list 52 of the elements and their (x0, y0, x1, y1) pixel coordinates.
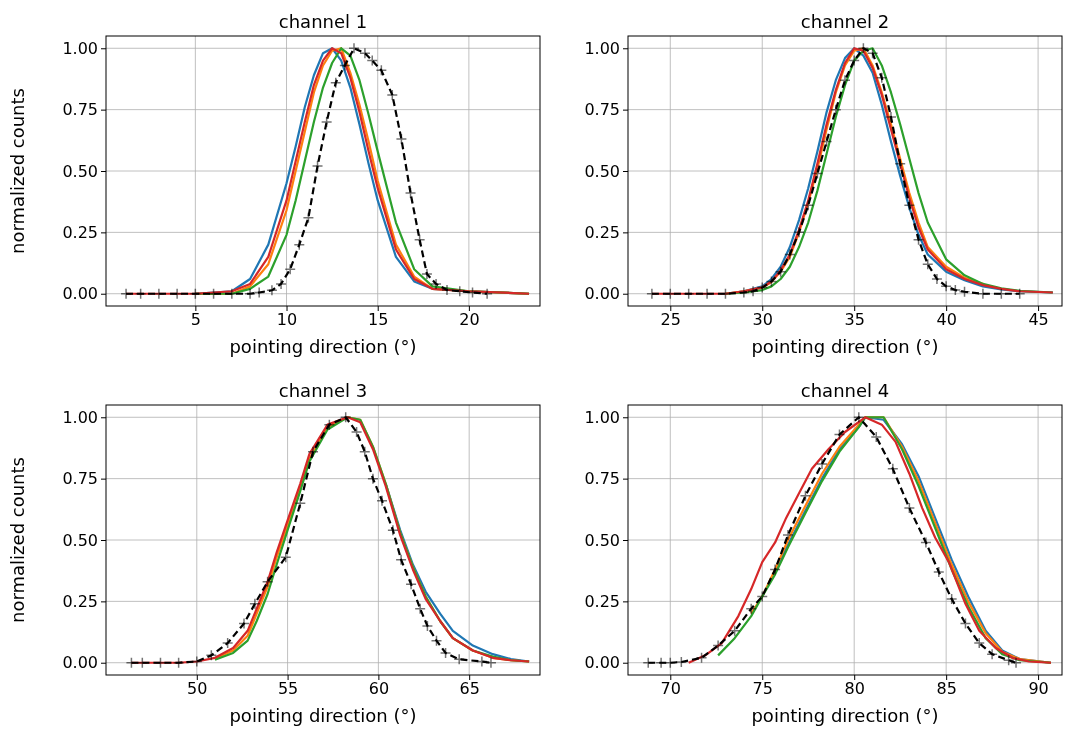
y-tick-label: 0.00 (584, 653, 620, 673)
x-axis-title: pointing direction (°) (751, 336, 939, 357)
x-axis-title: pointing direction (°) (751, 705, 939, 726)
x-tick-label: 90 (1028, 679, 1049, 699)
x-tick-label: 70 (660, 679, 681, 699)
x-tick-label: 25 (660, 310, 681, 330)
chart-title: channel 2 (800, 11, 890, 32)
y-tick-label: 0.75 (62, 469, 98, 489)
x-tick-label: 15 (368, 310, 389, 330)
x-tick-label: 50 (187, 679, 208, 699)
chart-title: channel 3 (278, 380, 368, 401)
y-tick-label: 1.00 (62, 38, 98, 58)
x-tick-label: 80 (844, 679, 865, 699)
y-tick-label: 0.25 (584, 222, 620, 242)
x-tick-label: 5 (190, 310, 201, 330)
x-tick-label: 10 (276, 310, 298, 330)
x-tick-label: 35 (844, 310, 865, 330)
y-tick-label: 0.50 (584, 530, 620, 550)
point (284, 263, 296, 275)
y-tick-label: 0.00 (62, 284, 98, 304)
y-tick-label: 0.75 (584, 100, 620, 120)
chart-title: channel 1 (278, 11, 368, 32)
x-tick-label: 30 (752, 310, 773, 330)
y-tick-label: 0.75 (584, 469, 620, 489)
point (728, 625, 741, 637)
y-tick-label: 0.25 (62, 591, 98, 611)
y-tick-label: 0.25 (62, 222, 98, 242)
x-tick-label: 45 (1028, 310, 1049, 330)
x-tick-label: 55 (277, 679, 299, 699)
x-tick-label: 85 (936, 679, 957, 699)
point (870, 431, 883, 443)
chart-title: channel 4 (800, 380, 890, 401)
y-tick-label: 0.00 (584, 284, 620, 304)
x-tick-label: 40 (936, 310, 957, 330)
y-tick-label: 0.00 (62, 653, 98, 673)
y-axis-title: normalized counts (7, 457, 28, 623)
y-tick-label: 1.00 (584, 407, 620, 427)
y-tick-label: 1.00 (62, 407, 98, 427)
y-tick-label: 0.50 (62, 530, 98, 550)
point (774, 265, 787, 278)
y-tick-label: 1.00 (584, 38, 620, 58)
x-tick-label: 75 (752, 679, 773, 699)
y-tick-label: 0.75 (62, 100, 98, 120)
x-axis-title: pointing direction (°) (229, 705, 417, 726)
x-tick-label: 20 (459, 310, 480, 330)
y-tick-label: 0.50 (62, 161, 98, 181)
y-axis-title: normalized counts (7, 88, 28, 254)
x-tick-label: 65 (459, 679, 480, 699)
x-tick-label: 60 (368, 679, 390, 699)
y-tick-label: 0.25 (584, 591, 620, 611)
y-tick-label: 0.50 (584, 161, 620, 181)
x-axis-title: pointing direction (°) (229, 336, 417, 357)
